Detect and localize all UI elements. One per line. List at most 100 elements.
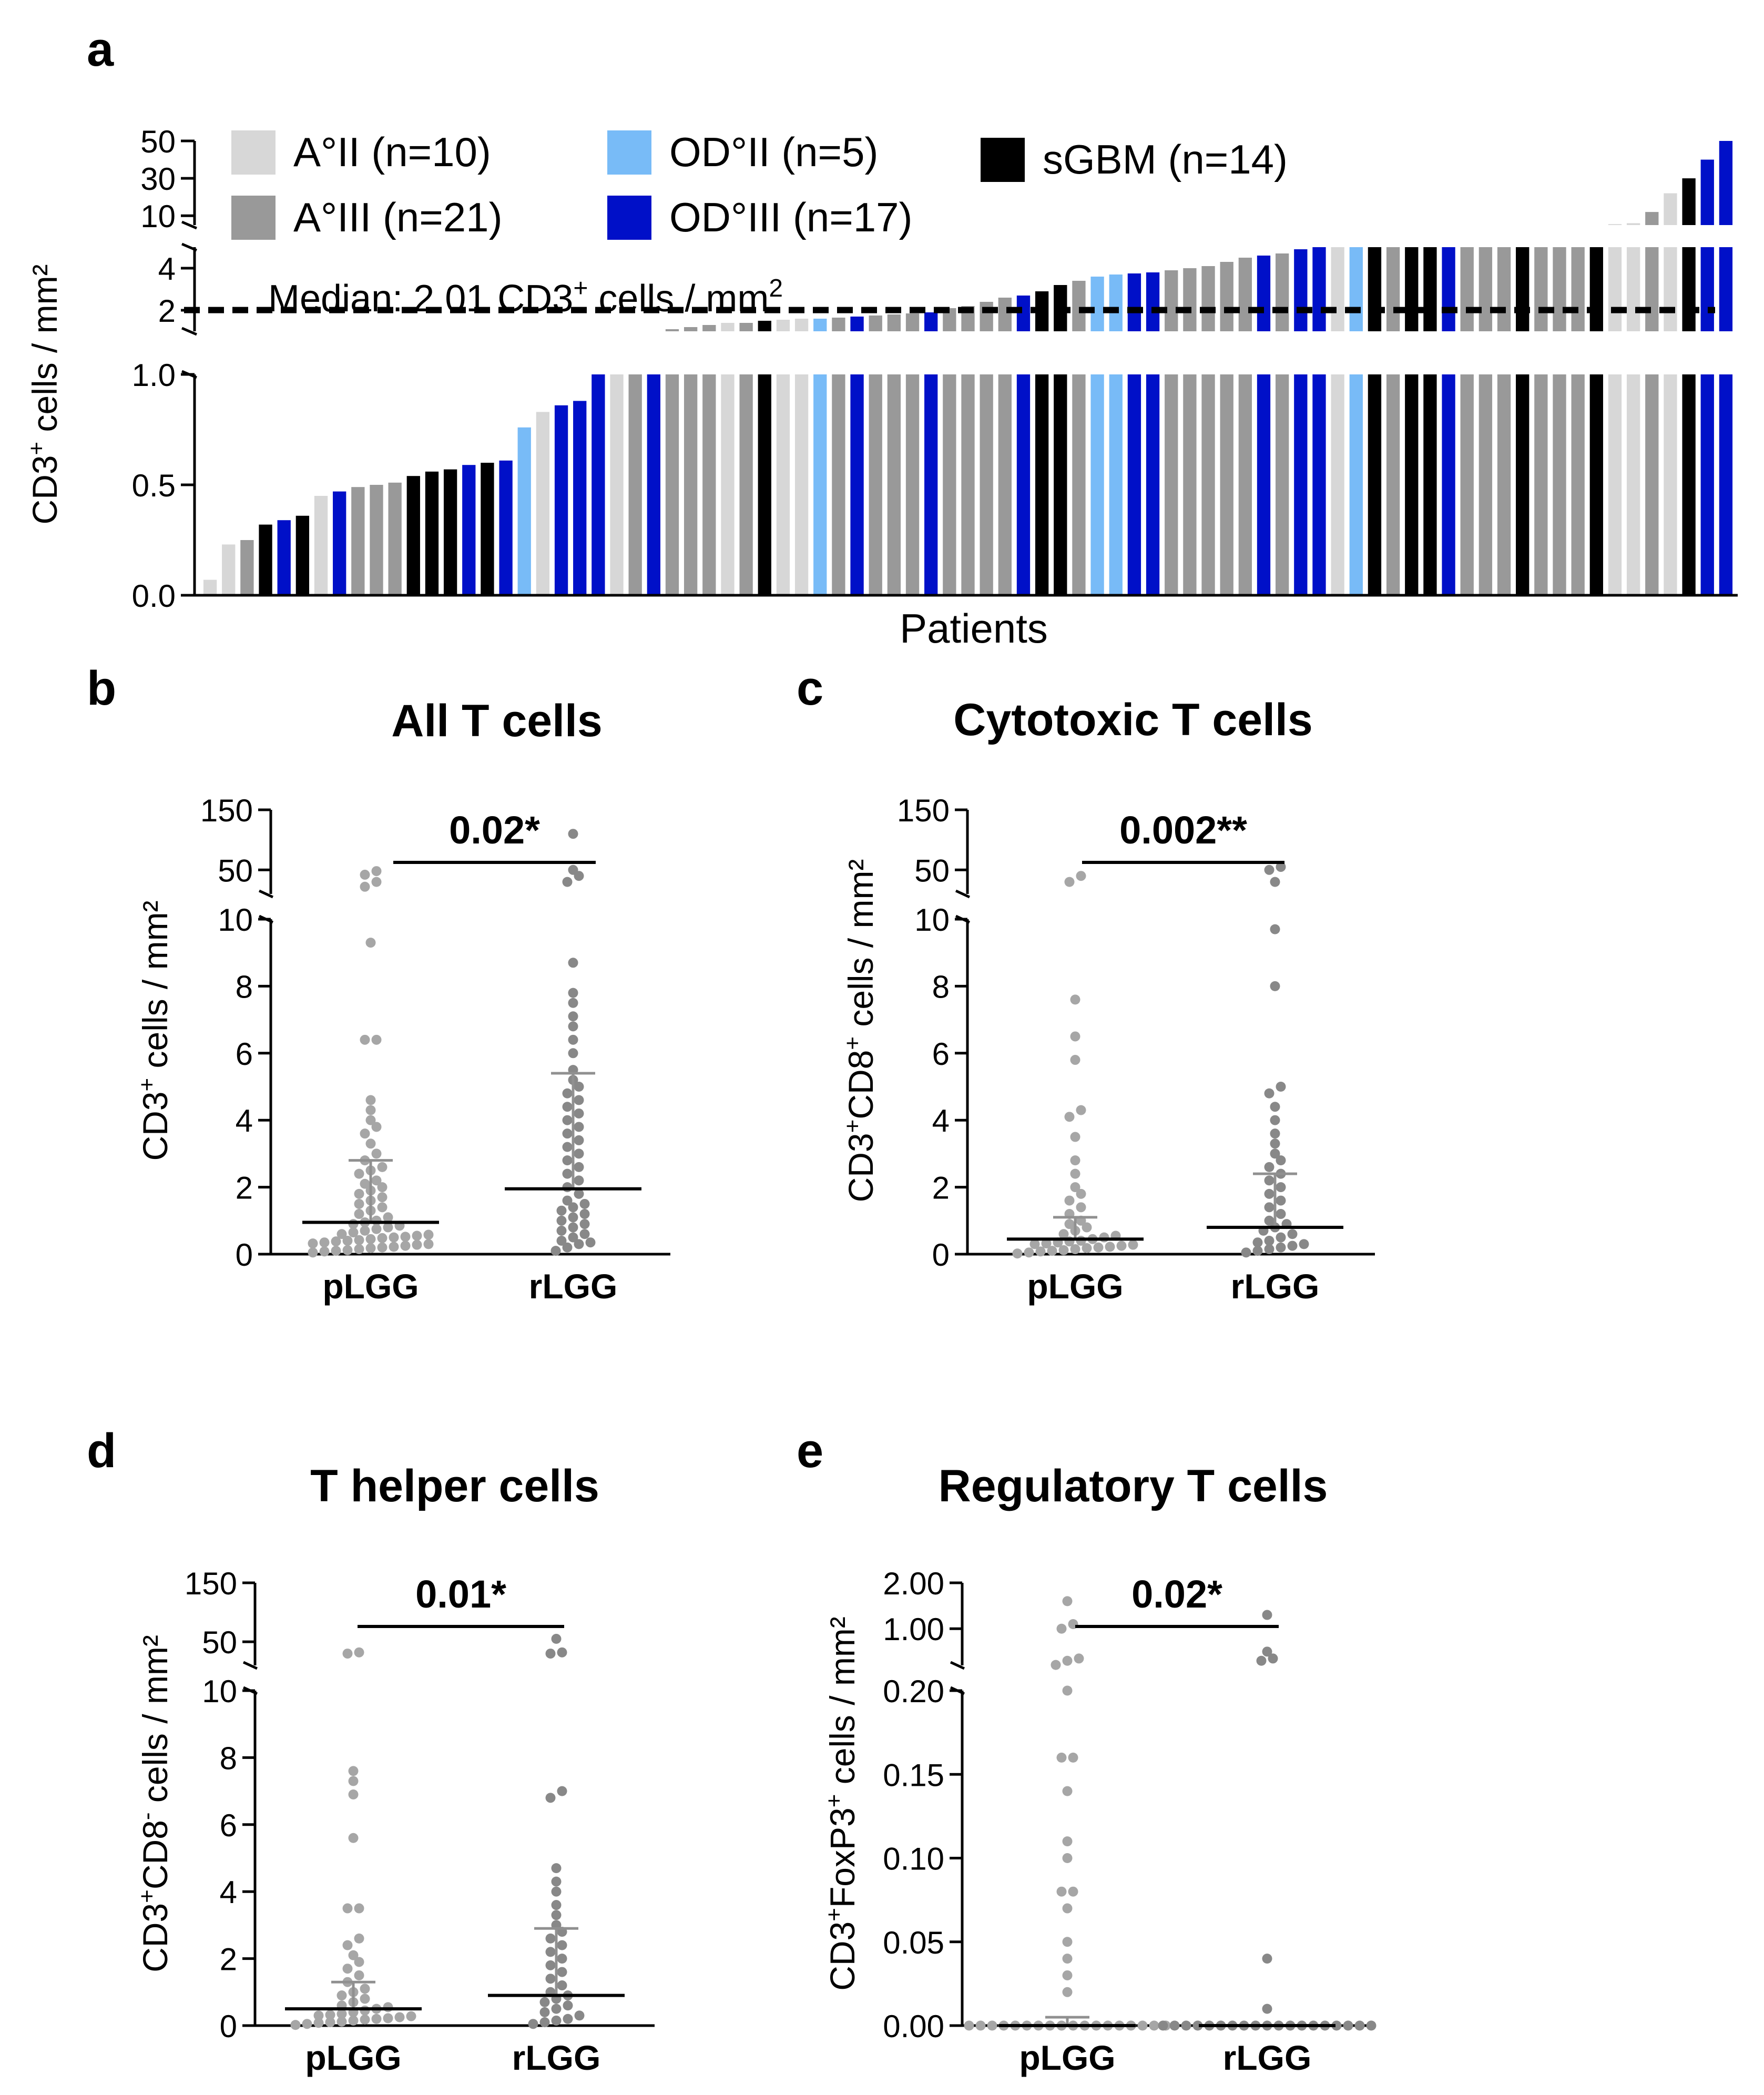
data-point (545, 1649, 556, 1659)
data-point (539, 2007, 550, 2018)
data-point (1082, 1222, 1092, 1233)
data-point (574, 1162, 584, 1172)
data-point (1264, 1162, 1274, 1172)
bar (1238, 374, 1252, 595)
data-point (568, 1011, 578, 1022)
data-point (360, 2005, 370, 2016)
bar (1700, 247, 1714, 331)
data-point (1343, 2020, 1353, 2031)
data-point (1262, 1954, 1272, 1964)
bar (887, 314, 901, 331)
y-label-sup: + (821, 1908, 847, 1921)
data-point (1287, 1229, 1298, 1239)
data-point (579, 1209, 590, 1219)
y-label-sup2: - (134, 1812, 160, 1820)
bar (1553, 374, 1566, 595)
data-point (342, 1649, 353, 1659)
axis-break (181, 370, 197, 379)
bar (573, 401, 587, 595)
y-tick-label: 8 (932, 969, 950, 1004)
data-point (1047, 1246, 1057, 1256)
bar (1386, 374, 1400, 595)
bar (1257, 374, 1271, 595)
data-point (1051, 1660, 1061, 1670)
data-point (342, 1964, 353, 1974)
bar (1608, 224, 1622, 225)
bar (295, 515, 310, 595)
bar (905, 313, 920, 331)
data-point (574, 1175, 584, 1186)
data-point (389, 1242, 399, 1252)
data-point (1264, 1188, 1274, 1199)
bar (832, 374, 845, 595)
bar (924, 374, 938, 595)
bar (758, 374, 771, 595)
bar (1626, 374, 1640, 595)
bar (702, 374, 716, 595)
data-point (371, 1034, 382, 1045)
data-point (568, 1222, 578, 1233)
data-point (551, 1876, 562, 1887)
data-point (574, 1108, 584, 1118)
data-point (1062, 1853, 1073, 1863)
data-point (556, 1215, 567, 1226)
data-point (1070, 1132, 1080, 1142)
bar (1368, 247, 1382, 331)
bar (776, 320, 790, 331)
bar (1405, 247, 1419, 331)
bar (943, 374, 956, 595)
bar (1127, 273, 1141, 331)
bar (1183, 374, 1197, 595)
bar (1109, 374, 1123, 595)
p-value-label: 0.002** (1119, 808, 1247, 852)
y-label-sup2: + (821, 1794, 847, 1808)
bar (776, 374, 790, 595)
data-point (1264, 1175, 1274, 1186)
bar (1183, 268, 1197, 331)
data-point (574, 1148, 584, 1159)
data-point (377, 1242, 388, 1253)
y-tick-label: 10 (202, 1674, 237, 1709)
x-category-label: pLGG (1027, 1267, 1123, 1306)
x-category-label: rLGG (1223, 2038, 1312, 2077)
bar (443, 469, 457, 595)
bar (1534, 374, 1548, 595)
data-point (1064, 877, 1075, 887)
bar (850, 374, 864, 595)
data-point (1062, 1937, 1073, 1947)
bar (610, 374, 624, 595)
data-point (1062, 1786, 1073, 1796)
legend-label-ODIII: OD°III (n=17) (669, 194, 913, 240)
data-point (1074, 1653, 1084, 1664)
data-point (568, 1048, 578, 1059)
data-point (1041, 1238, 1052, 1249)
data-point (1012, 1248, 1023, 1259)
bar (1700, 159, 1714, 225)
data-point (354, 1235, 364, 1245)
data-point (360, 881, 370, 892)
bar (462, 465, 476, 595)
data-point (325, 2010, 335, 2020)
data-point (1276, 1155, 1286, 1166)
data-point (557, 1647, 567, 1657)
y-tick-label: 2 (236, 1171, 253, 1206)
bar (499, 460, 513, 595)
data-point (365, 938, 376, 948)
bar (554, 405, 568, 595)
data-point (1149, 2020, 1159, 2031)
data-point (1058, 1229, 1069, 1239)
data-point (551, 2015, 562, 2026)
p-value-label: 0.02* (449, 808, 540, 852)
data-point (1062, 1596, 1073, 1606)
data-point (975, 2020, 986, 2031)
data-point (1070, 994, 1080, 1005)
data-point (1076, 1105, 1086, 1115)
data-point (1270, 877, 1280, 887)
p-value-label: 0.01* (415, 1572, 506, 1616)
data-point (1062, 1970, 1073, 1980)
data-point (348, 1950, 359, 1960)
data-point (1064, 1219, 1075, 1229)
data-point (585, 1237, 596, 1248)
panel-letter-e: e (797, 1424, 823, 1478)
y-tick-label: 4 (236, 1103, 253, 1138)
